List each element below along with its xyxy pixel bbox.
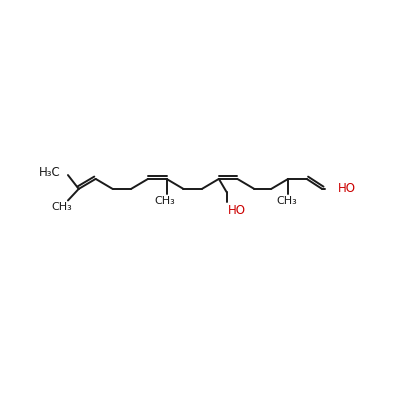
Text: H₃C: H₃C [38, 166, 60, 179]
Text: HO: HO [228, 204, 246, 217]
Text: CH₃: CH₃ [276, 196, 297, 206]
Text: CH₃: CH₃ [52, 202, 72, 212]
Text: CH₃: CH₃ [154, 196, 175, 206]
Text: HO: HO [338, 182, 356, 196]
